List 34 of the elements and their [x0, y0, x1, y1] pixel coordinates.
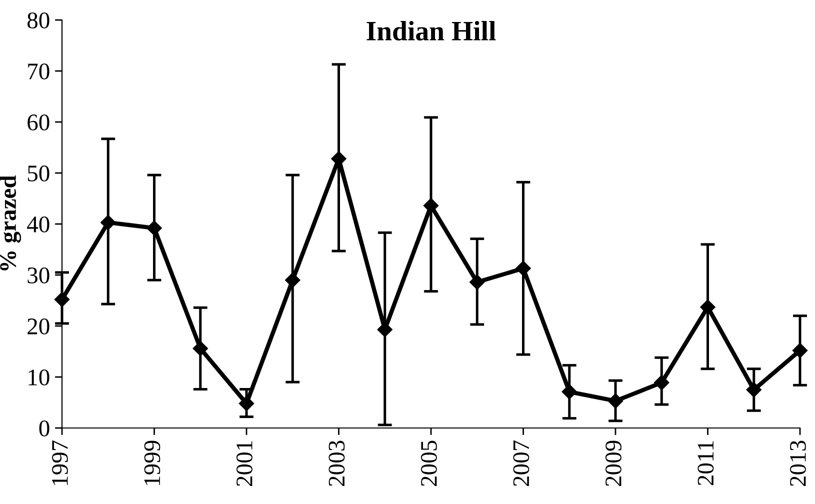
- point: [192, 340, 208, 356]
- point: [792, 342, 808, 358]
- point: [146, 220, 162, 236]
- y-tick-label: 0: [39, 420, 50, 436]
- x-tick-label: 2003: [328, 440, 345, 486]
- point: [238, 396, 254, 412]
- point: [654, 375, 670, 390]
- x-tick-label: 1997: [52, 440, 68, 485]
- point: [423, 198, 439, 214]
- point: [562, 384, 577, 400]
- y-tick-label: 30: [28, 267, 50, 284]
- point: [470, 274, 485, 290]
- point: [516, 260, 531, 276]
- point: [700, 300, 716, 315]
- point: [746, 382, 762, 398]
- y-tick-label: 50: [28, 165, 50, 182]
- x-tick-label: 1999: [144, 440, 160, 485]
- x-tick-label: 2013: [790, 440, 806, 486]
- y-tick-label: 20: [28, 318, 50, 334]
- x-tick-label: 2007: [513, 440, 530, 486]
- x-tick-label: 2001: [236, 441, 252, 486]
- y-tick-label: 40: [27, 216, 50, 232]
- point: [285, 272, 300, 288]
- point: [100, 214, 116, 230]
- x-tick-label: 2009: [605, 440, 622, 486]
- y-tick-label: 60: [28, 114, 50, 130]
- y-tick-label: 10: [28, 369, 50, 386]
- y-tick-label: 80: [27, 12, 50, 28]
- x-tick-label: 2011: [698, 441, 714, 486]
- chart-title: Indian Hill: [366, 20, 496, 40]
- point: [54, 292, 70, 308]
- x-tick-label: 2005: [420, 440, 437, 486]
- y-tick-label: 70: [28, 63, 50, 80]
- point: [608, 393, 624, 409]
